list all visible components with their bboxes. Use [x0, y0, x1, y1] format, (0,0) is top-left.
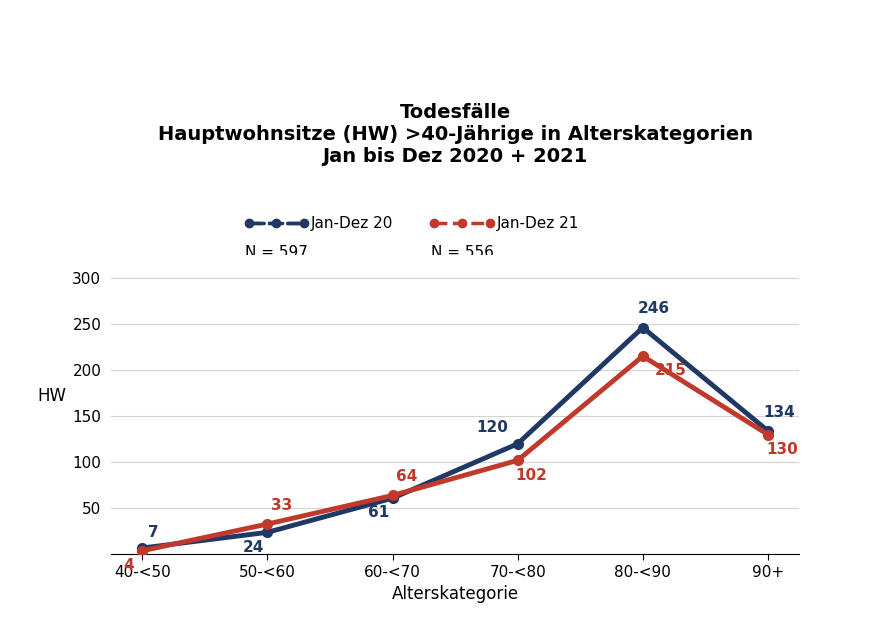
Text: 215: 215	[654, 363, 686, 378]
Text: 4: 4	[123, 558, 134, 573]
Text: 7: 7	[148, 525, 159, 540]
Text: 61: 61	[368, 505, 389, 520]
Text: 130: 130	[766, 442, 797, 457]
X-axis label: Alterskategorie: Alterskategorie	[392, 586, 519, 604]
Text: 120: 120	[477, 421, 509, 435]
Text: Todesfälle
Hauptwohnsitze (HW) >40-Jährige in Alterskategorien
Jan bis Dez 2020 : Todesfälle Hauptwohnsitze (HW) >40-Jähri…	[157, 103, 753, 166]
Text: Jan-Dez 20: Jan-Dez 20	[311, 216, 393, 231]
Text: Jan-Dez 21: Jan-Dez 21	[496, 216, 579, 231]
Text: 246: 246	[638, 302, 670, 316]
Text: 24: 24	[242, 540, 265, 554]
Y-axis label: HW: HW	[37, 386, 66, 404]
Text: 102: 102	[516, 468, 548, 483]
Text: 64: 64	[396, 469, 417, 484]
Text: N = 556: N = 556	[431, 245, 494, 260]
Text: N = 597: N = 597	[245, 245, 307, 260]
Text: 134: 134	[763, 405, 795, 420]
Text: 33: 33	[271, 498, 292, 513]
